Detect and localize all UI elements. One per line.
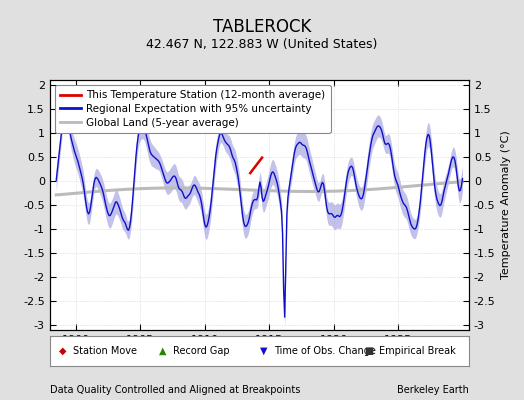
Text: Station Move: Station Move bbox=[73, 346, 137, 356]
Y-axis label: Temperature Anomaly (°C): Temperature Anomaly (°C) bbox=[501, 131, 511, 279]
Text: Empirical Break: Empirical Break bbox=[379, 346, 455, 356]
Legend: This Temperature Station (12-month average), Regional Expectation with 95% uncer: This Temperature Station (12-month avera… bbox=[55, 85, 331, 133]
Text: ▼: ▼ bbox=[260, 346, 267, 356]
Text: Record Gap: Record Gap bbox=[173, 346, 230, 356]
Text: ■: ■ bbox=[364, 346, 373, 356]
Text: Time of Obs. Change: Time of Obs. Change bbox=[274, 346, 376, 356]
Text: ▲: ▲ bbox=[159, 346, 167, 356]
Text: 42.467 N, 122.883 W (United States): 42.467 N, 122.883 W (United States) bbox=[146, 38, 378, 51]
Text: Berkeley Earth: Berkeley Earth bbox=[397, 385, 469, 395]
Text: TABLEROCK: TABLEROCK bbox=[213, 18, 311, 36]
Text: ◆: ◆ bbox=[59, 346, 66, 356]
Text: Data Quality Controlled and Aligned at Breakpoints: Data Quality Controlled and Aligned at B… bbox=[50, 385, 300, 395]
